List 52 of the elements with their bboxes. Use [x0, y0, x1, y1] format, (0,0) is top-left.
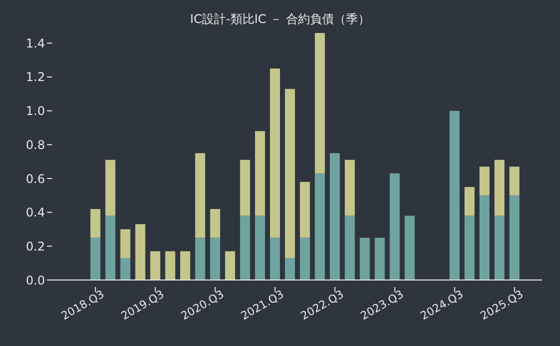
- bar: [390, 173, 400, 280]
- bar: [255, 131, 266, 216]
- bar: [509, 195, 520, 280]
- bar: [344, 216, 355, 280]
- bar: [480, 195, 490, 280]
- bar: [270, 68, 280, 238]
- bar: [284, 88, 295, 258]
- bar: [464, 216, 475, 280]
- bar: [330, 153, 340, 280]
- y-tick-label: 0.6: [26, 172, 45, 186]
- bar: [240, 216, 250, 280]
- bar: [120, 229, 130, 258]
- bar: [150, 251, 160, 280]
- bar: [374, 238, 385, 280]
- bar: [120, 258, 130, 280]
- bar: [480, 166, 490, 196]
- bar: [300, 238, 310, 280]
- bar: [105, 216, 116, 280]
- bar: [195, 238, 206, 280]
- bar: [210, 208, 220, 238]
- bar: [225, 251, 236, 280]
- bar: [494, 160, 504, 216]
- bar: [105, 160, 116, 216]
- bar: [509, 166, 520, 196]
- bar: [450, 110, 460, 280]
- chart-title: IC設計-類比IC － 合約負債（季）: [189, 11, 371, 28]
- bar: [90, 208, 100, 238]
- bar: [90, 238, 100, 280]
- bar: [195, 153, 206, 238]
- bar: [180, 251, 190, 280]
- y-tick-label: 0.4: [26, 206, 45, 220]
- bar: [210, 238, 220, 280]
- bar: [240, 160, 250, 216]
- bar: [404, 216, 415, 280]
- y-tick-label: 0.8: [26, 138, 45, 152]
- bar: [255, 216, 266, 280]
- bar: [464, 186, 475, 216]
- bar: [344, 160, 355, 216]
- y-tick-label: 1.2: [26, 70, 45, 84]
- bar: [300, 182, 310, 238]
- y-tick-label: 1.4: [26, 36, 45, 50]
- bar: [135, 224, 146, 280]
- bar: [270, 238, 280, 280]
- y-tick-label: 0.2: [26, 239, 45, 254]
- y-tick-label: 1.0: [26, 104, 45, 118]
- bar: [360, 238, 370, 280]
- y-tick-label: 0.0: [26, 273, 45, 288]
- bar: [314, 33, 325, 174]
- bar: [494, 216, 504, 280]
- bar: [284, 258, 295, 280]
- bar: [314, 173, 325, 280]
- bar: [165, 251, 176, 280]
